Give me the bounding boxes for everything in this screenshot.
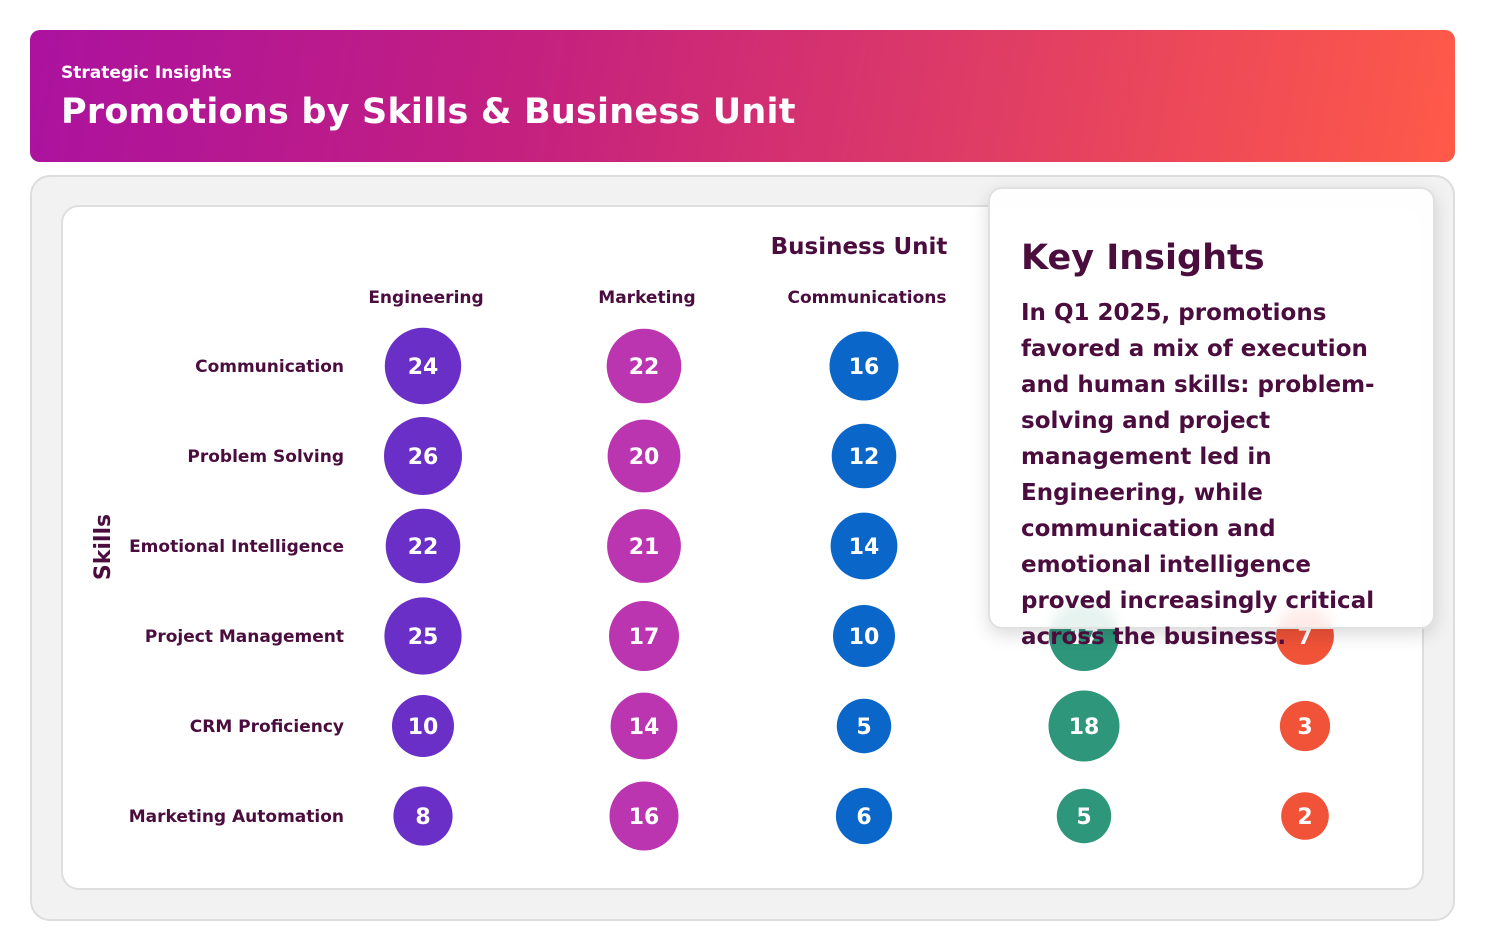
bubble <box>606 328 682 404</box>
row-label: Problem Solving <box>187 447 344 467</box>
page-title: Promotions by Skills & Business Unit <box>61 92 796 132</box>
bubble <box>609 601 679 671</box>
bubble-value-label: 3 <box>1297 715 1312 740</box>
bubble <box>607 419 681 493</box>
row-label: Emotional Intelligence <box>129 537 344 557</box>
bubble <box>829 331 899 401</box>
bubble <box>1056 788 1112 844</box>
bubble <box>393 786 453 846</box>
bubble <box>384 417 462 495</box>
bubble-value-label: 5 <box>856 715 871 740</box>
bubble-value-label: 10 <box>408 715 439 740</box>
header-eyebrow: Strategic Insights <box>61 63 232 83</box>
bubble-value-label: 12 <box>849 445 880 470</box>
bubble <box>607 509 681 583</box>
bubble <box>1279 700 1331 752</box>
key-insights-text: In Q1 2025, promotions favored a mix of … <box>1021 300 1375 650</box>
bubble-value-label: 8 <box>415 805 430 830</box>
bubble <box>392 695 454 757</box>
bubble <box>836 698 892 754</box>
bubble <box>831 423 897 489</box>
bubble-value-label: 21 <box>629 535 660 560</box>
bubble-value-label: 14 <box>629 715 660 740</box>
bubble <box>835 787 893 845</box>
bubble-value-label: 10 <box>849 625 880 650</box>
bubble <box>833 605 895 667</box>
bubble-value-label: 20 <box>629 445 660 470</box>
x-axis-title: Business Unit <box>771 234 948 260</box>
row-label: CRM Proficiency <box>190 717 344 737</box>
bubble-value-label: 6 <box>856 805 871 830</box>
bubble-value-label: 14 <box>849 535 880 560</box>
bubble <box>1048 690 1120 762</box>
column-label: Communications <box>787 288 946 308</box>
bubble-value-label: 5 <box>1076 805 1091 830</box>
bubble-value-label: 17 <box>1069 625 1100 650</box>
bubble <box>609 781 679 851</box>
key-insights-card: Key Insights In Q1 2025, promotions favo… <box>988 187 1435 650</box>
bubble-value-label: 2 <box>1297 805 1312 830</box>
bubble <box>384 597 462 675</box>
column-label: Engineering <box>368 288 483 308</box>
bubble-value-label: 7 <box>1297 625 1312 650</box>
bubble <box>830 512 898 580</box>
bubble <box>384 327 462 405</box>
y-axis-title: Skills <box>91 514 116 580</box>
bubble-value-label: 16 <box>849 355 880 380</box>
bubble-value-label: 22 <box>408 535 439 560</box>
bubble-value-label: 18 <box>1069 715 1100 740</box>
bubble-value-label: 22 <box>629 355 660 380</box>
bubble-value-label: 24 <box>408 355 439 380</box>
row-label: Communication <box>195 357 344 377</box>
row-label: Marketing Automation <box>129 807 344 827</box>
bubble-value-label: 17 <box>629 625 660 650</box>
bubble-value-label: 16 <box>629 805 660 830</box>
key-insights-title: Key Insights <box>1021 238 1265 278</box>
bubble-value-label: 25 <box>408 625 439 650</box>
header-banner: Strategic Insights Promotions by Skills … <box>30 30 1455 162</box>
bubble <box>385 508 461 584</box>
bubble <box>1281 792 1329 840</box>
column-label: Marketing <box>598 288 695 308</box>
row-label: Project Management <box>145 627 344 647</box>
bubble <box>610 692 678 760</box>
bubble-value-label: 26 <box>408 445 439 470</box>
